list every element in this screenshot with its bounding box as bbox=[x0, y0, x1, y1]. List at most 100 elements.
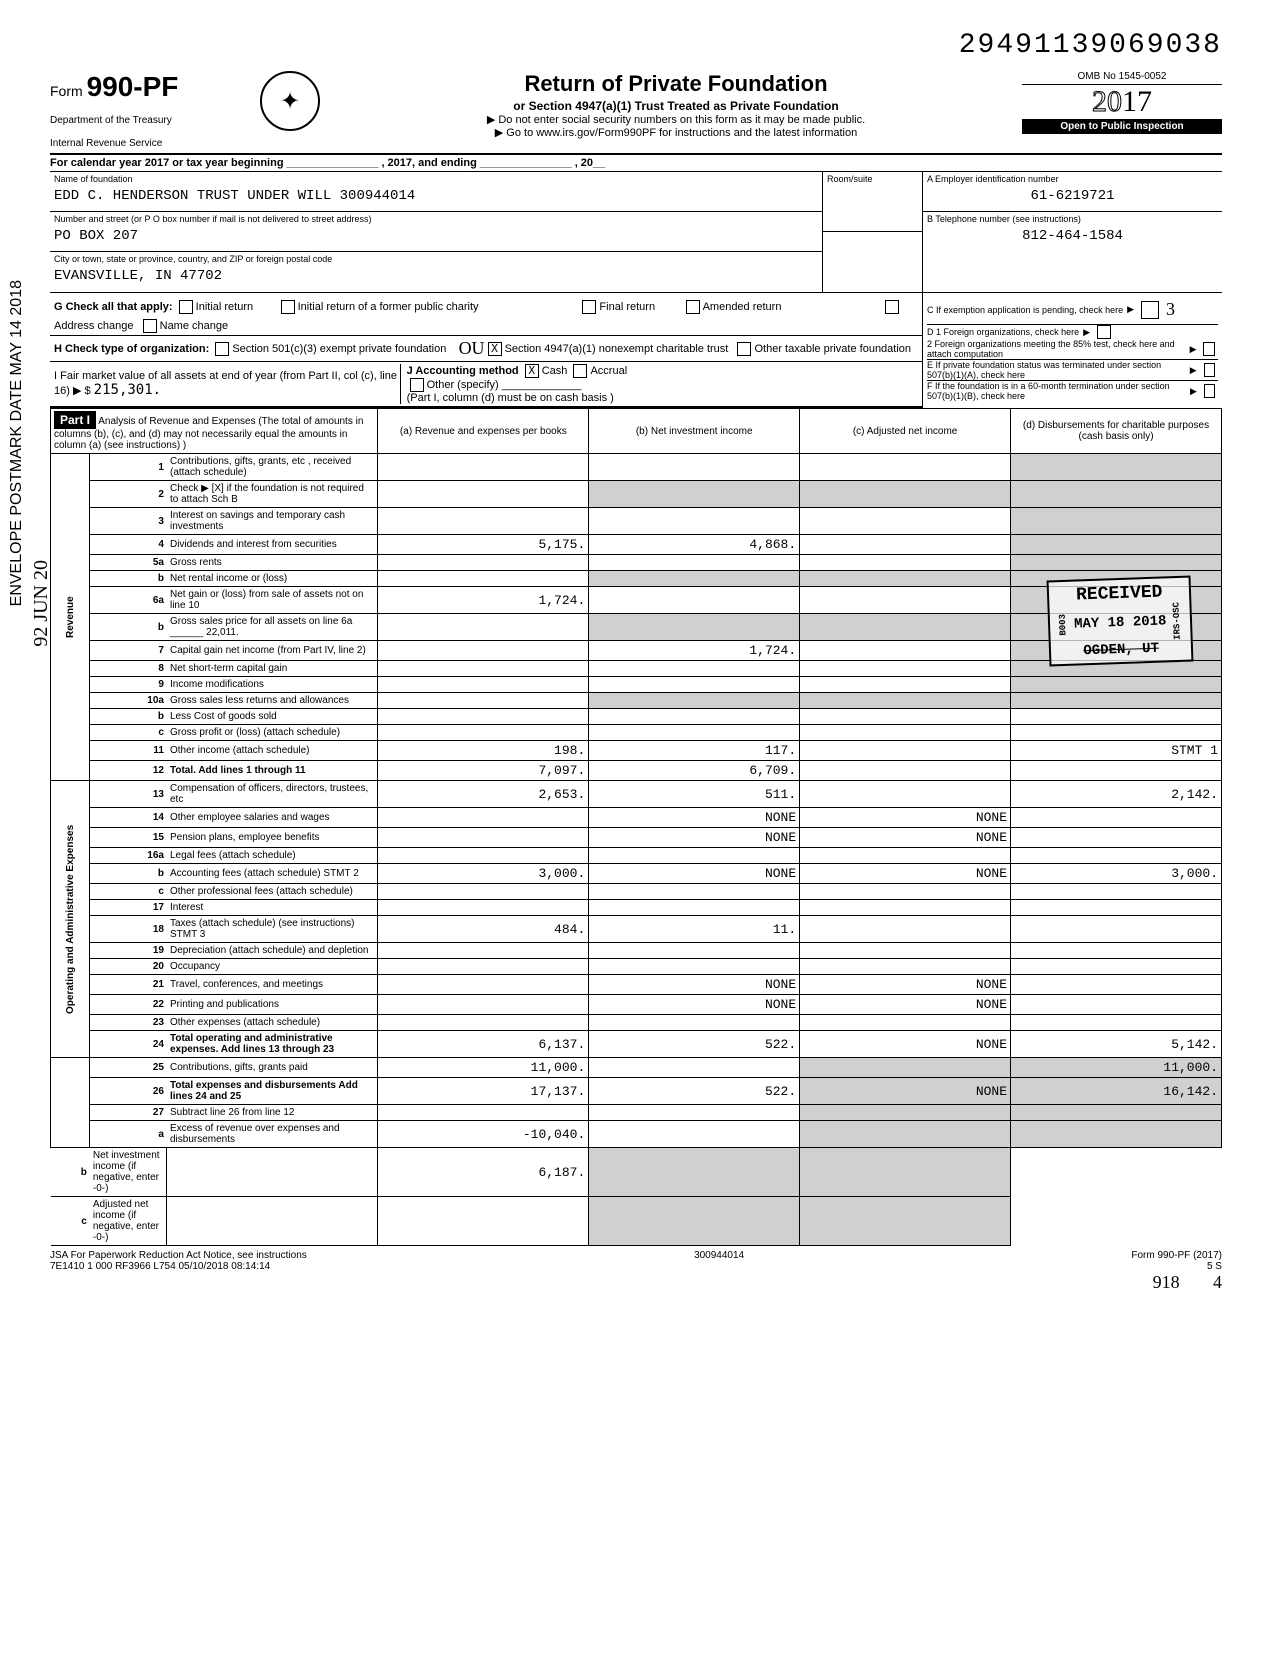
row-number: c bbox=[90, 725, 167, 741]
table-row: 3Interest on savings and temporary cash … bbox=[51, 508, 1222, 535]
col-b-header: (b) Net investment income bbox=[589, 409, 800, 454]
row-description: Occupancy bbox=[167, 959, 378, 975]
table-row: 27Subtract line 26 from line 12 bbox=[51, 1105, 1222, 1121]
table-row: 20Occupancy bbox=[51, 959, 1222, 975]
checkbox-f[interactable] bbox=[1204, 384, 1215, 398]
checkbox-amended[interactable] bbox=[686, 300, 700, 314]
fmv-value: 215,301. bbox=[94, 382, 161, 398]
amount-cell bbox=[800, 900, 1011, 916]
checkbox-final[interactable] bbox=[582, 300, 596, 314]
amount-cell: 6,709. bbox=[589, 761, 800, 781]
checkbox-other-taxable[interactable] bbox=[737, 342, 751, 356]
amount-cell bbox=[378, 828, 589, 848]
table-row: 2Check ▶ [X] if the foundation is not re… bbox=[51, 481, 1222, 508]
checkbox-other-method[interactable] bbox=[410, 378, 424, 392]
table-row: 17Interest bbox=[51, 900, 1222, 916]
addr-label: Number and street (or P O box number if … bbox=[54, 214, 818, 224]
amount-cell bbox=[800, 481, 1011, 508]
row-description: Dividends and interest from securities bbox=[167, 535, 378, 555]
row-description: Capital gain net income (from Part IV, l… bbox=[167, 641, 378, 661]
row-number: 20 bbox=[90, 959, 167, 975]
amount-cell bbox=[1011, 454, 1222, 481]
amount-cell: 1,724. bbox=[589, 641, 800, 661]
form-subtitle: or Section 4947(a)(1) Trust Treated as P… bbox=[330, 99, 1022, 113]
checkbox-d1[interactable] bbox=[1097, 325, 1111, 339]
amount-cell bbox=[800, 761, 1011, 781]
row-description: Interest on savings and temporary cash i… bbox=[167, 508, 378, 535]
row-number: b bbox=[90, 864, 167, 884]
amount-cell bbox=[167, 1148, 378, 1197]
row-description: Total. Add lines 1 through 11 bbox=[167, 761, 378, 781]
phone-value: 812-464-1584 bbox=[927, 224, 1218, 244]
row-number: 5a bbox=[90, 555, 167, 571]
amount-cell bbox=[800, 693, 1011, 709]
row-number: c bbox=[51, 1197, 90, 1246]
amount-cell bbox=[378, 848, 589, 864]
row-description: Taxes (attach schedule) (see instruction… bbox=[167, 916, 378, 943]
amount-cell: 198. bbox=[378, 741, 589, 761]
checkbox-501c3[interactable] bbox=[215, 342, 229, 356]
table-row: 24Total operating and administrative exp… bbox=[51, 1031, 1222, 1058]
amount-cell: NONE bbox=[800, 808, 1011, 828]
amount-cell: 1,724. bbox=[378, 587, 589, 614]
footer-ein: 300944014 bbox=[694, 1250, 744, 1272]
checkbox-e[interactable] bbox=[1204, 363, 1215, 377]
checkbox-d2[interactable] bbox=[1203, 342, 1215, 356]
amount-cell bbox=[378, 555, 589, 571]
checkbox-4947[interactable]: X bbox=[488, 342, 502, 356]
checkbox-accrual[interactable] bbox=[573, 364, 587, 378]
amount-cell bbox=[589, 1121, 800, 1148]
checkbox-addr-change[interactable] bbox=[885, 300, 899, 314]
amount-cell bbox=[800, 916, 1011, 943]
amount-cell bbox=[800, 1058, 1011, 1078]
amount-cell: 522. bbox=[589, 1078, 800, 1105]
row-number: 7 bbox=[90, 641, 167, 661]
checkbox-cash[interactable]: X bbox=[525, 364, 539, 378]
amount-cell: 484. bbox=[378, 916, 589, 943]
table-row: 11Other income (attach schedule)198.117.… bbox=[51, 741, 1222, 761]
amount-cell bbox=[1011, 1015, 1222, 1031]
amount-cell bbox=[589, 614, 800, 641]
row-number: 14 bbox=[90, 808, 167, 828]
row-description: Depreciation (attach schedule) and deple… bbox=[167, 943, 378, 959]
amount-cell bbox=[378, 943, 589, 959]
section-f: F If the foundation is in a 60-month ter… bbox=[927, 381, 1186, 401]
amount-cell bbox=[1011, 677, 1222, 693]
amount-cell bbox=[589, 848, 800, 864]
row-number: 19 bbox=[90, 943, 167, 959]
dept-treasury: Department of the Treasury bbox=[50, 115, 260, 126]
amount-cell bbox=[800, 884, 1011, 900]
amount-cell bbox=[800, 555, 1011, 571]
checkbox-c[interactable] bbox=[1141, 301, 1159, 319]
amount-cell bbox=[800, 1105, 1011, 1121]
amount-cell: NONE bbox=[800, 864, 1011, 884]
amount-cell bbox=[800, 571, 1011, 587]
row-description: Net short-term capital gain bbox=[167, 661, 378, 677]
foundation-info: Name of foundation EDD C. HENDERSON TRUS… bbox=[50, 172, 1222, 293]
amount-cell bbox=[378, 959, 589, 975]
row-number: 1 bbox=[90, 454, 167, 481]
col-c-header: (c) Adjusted net income bbox=[800, 409, 1011, 454]
table-row: bAccounting fees (attach schedule) STMT … bbox=[51, 864, 1222, 884]
row-description: Income modifications bbox=[167, 677, 378, 693]
row-number: 12 bbox=[90, 761, 167, 781]
amount-cell bbox=[800, 677, 1011, 693]
revenue-label: Revenue bbox=[51, 454, 90, 781]
amount-cell bbox=[589, 1015, 800, 1031]
table-row: 21Travel, conferences, and meetingsNONEN… bbox=[51, 975, 1222, 995]
row-number: 2 bbox=[90, 481, 167, 508]
row-description: Other employee salaries and wages bbox=[167, 808, 378, 828]
section-i-j: I Fair market value of all assets at end… bbox=[50, 362, 922, 408]
row-number: 21 bbox=[90, 975, 167, 995]
checkbox-name-change[interactable] bbox=[143, 319, 157, 333]
table-row: 23Other expenses (attach schedule) bbox=[51, 1015, 1222, 1031]
table-row: bGross sales price for all assets on lin… bbox=[51, 614, 1222, 641]
row-description: Other income (attach schedule) bbox=[167, 741, 378, 761]
checkbox-initial[interactable] bbox=[179, 300, 193, 314]
amount-cell bbox=[589, 1105, 800, 1121]
amount-cell bbox=[589, 661, 800, 677]
checkbox-former[interactable] bbox=[281, 300, 295, 314]
amount-cell bbox=[378, 1105, 589, 1121]
amount-cell bbox=[1011, 709, 1222, 725]
col-a-header: (a) Revenue and expenses per books bbox=[378, 409, 589, 454]
